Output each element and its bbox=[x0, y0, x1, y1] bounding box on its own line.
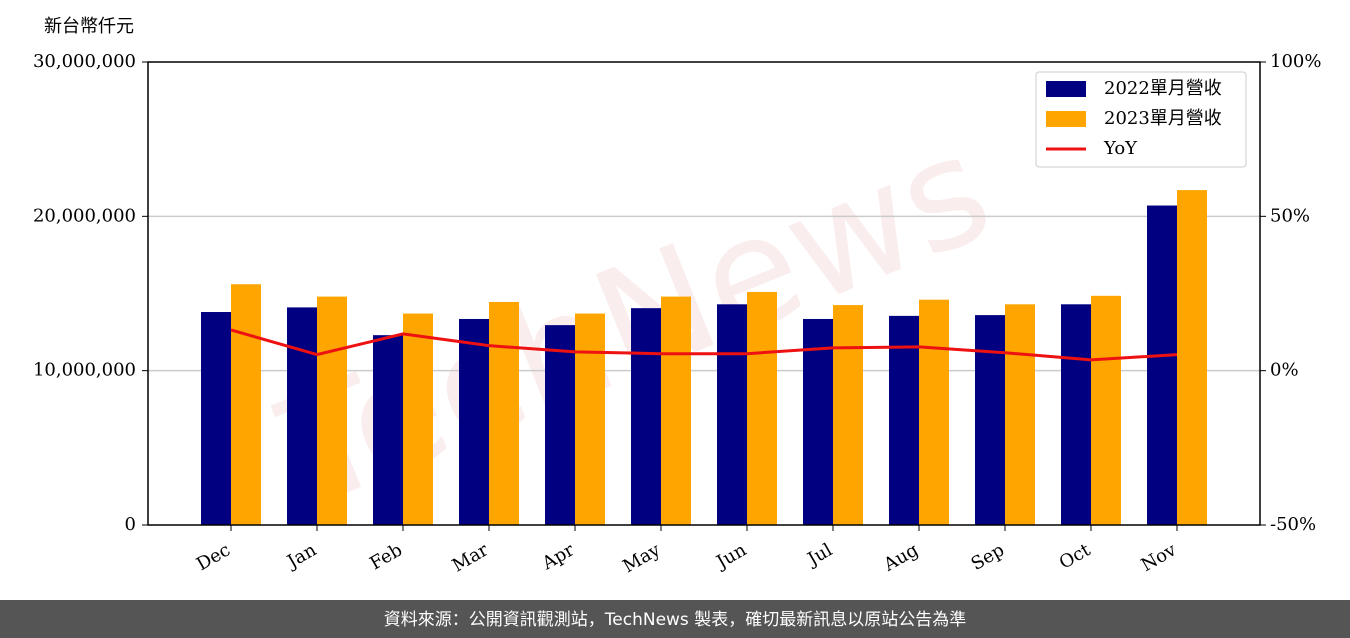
bar bbox=[919, 299, 949, 525]
x-tick-label: Dec bbox=[193, 539, 234, 575]
bar bbox=[717, 304, 747, 525]
y2-tick-label: 50% bbox=[1270, 205, 1310, 226]
plot-frame bbox=[147, 61, 1261, 526]
bar bbox=[803, 318, 833, 525]
bar bbox=[833, 305, 863, 525]
x-tick-label: Apr bbox=[538, 539, 578, 574]
bar bbox=[661, 296, 691, 525]
bar bbox=[747, 291, 777, 525]
bar bbox=[231, 284, 261, 525]
bar bbox=[1091, 295, 1121, 525]
bar bbox=[975, 315, 1005, 525]
y2-tick-label: -50% bbox=[1270, 514, 1316, 535]
bar bbox=[287, 307, 317, 525]
legend-box bbox=[1035, 71, 1247, 168]
bar bbox=[889, 315, 919, 525]
bar bbox=[201, 312, 231, 525]
line bbox=[230, 328, 1178, 362]
x-tick-label: Nov bbox=[1138, 539, 1181, 576]
x-tick-label: Aug bbox=[879, 539, 922, 576]
y-axis-label: 新台幣仟元 bbox=[44, 16, 134, 37]
footer-text: 資料來源：公開資訊觀測站，TechNews 製表，確切最新訊息以原站公告為準 bbox=[384, 610, 966, 630]
y-tick-label: 10,000,000 bbox=[33, 360, 136, 381]
legend-label: 2022單月營收 bbox=[1104, 78, 1222, 99]
x-tick-label: May bbox=[619, 539, 664, 577]
legend-label: 2023單月營收 bbox=[1104, 108, 1222, 129]
bar bbox=[1147, 205, 1177, 525]
bar bbox=[1061, 304, 1091, 525]
x-tick-label: Jan bbox=[282, 539, 320, 573]
y-tick-label: 0 bbox=[125, 514, 136, 535]
bar bbox=[459, 318, 489, 525]
bar bbox=[403, 313, 433, 525]
x-tick-label: Mar bbox=[449, 539, 493, 576]
x-tick-label: Oct bbox=[1056, 539, 1095, 574]
bar bbox=[1005, 304, 1035, 525]
legend-swatch bbox=[1046, 111, 1086, 127]
y-tick-label: 20,000,000 bbox=[33, 205, 136, 226]
bar bbox=[1177, 190, 1207, 525]
footer-bar bbox=[0, 600, 1350, 638]
x-tick-label: Jun bbox=[711, 539, 750, 574]
bar bbox=[373, 335, 403, 525]
bar bbox=[631, 308, 661, 525]
y2-tick-label: 100% bbox=[1270, 51, 1321, 72]
bar bbox=[545, 325, 575, 525]
bar bbox=[489, 301, 519, 525]
legend-label: YoY bbox=[1103, 138, 1138, 159]
x-tick-label: Feb bbox=[366, 539, 406, 574]
legend-swatch bbox=[1046, 81, 1086, 97]
x-tick-label: Jul bbox=[802, 539, 836, 571]
y2-tick-label: 0% bbox=[1270, 360, 1299, 381]
y-tick-label: 30,000,000 bbox=[33, 51, 136, 72]
bar bbox=[575, 313, 605, 525]
x-tick-label: Sep bbox=[968, 539, 1008, 574]
bar bbox=[317, 296, 347, 525]
